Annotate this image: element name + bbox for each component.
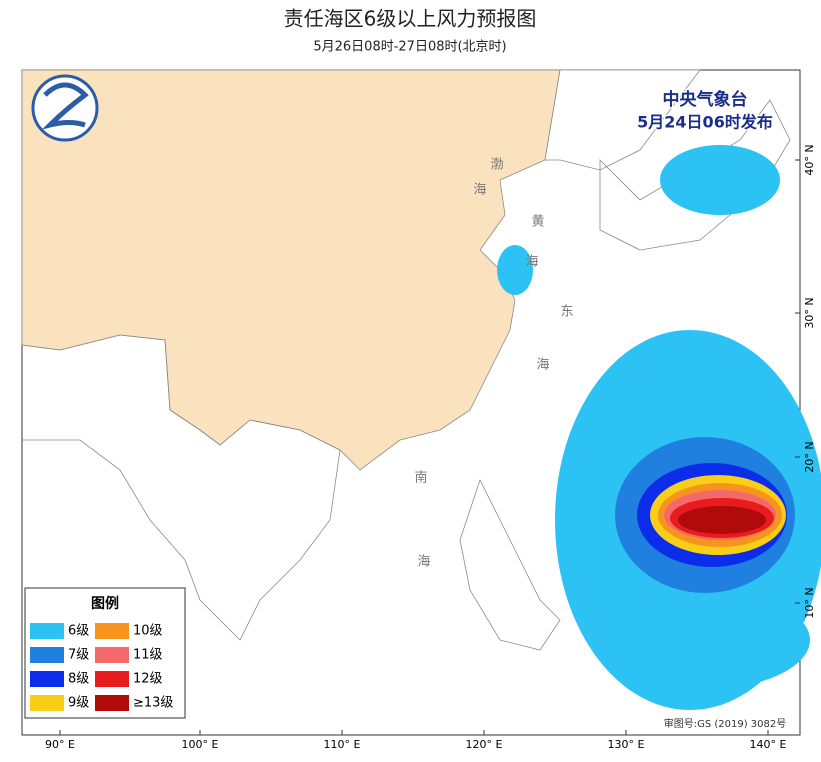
wind-zone — [678, 506, 766, 534]
legend-items: 6级 10级 7级 11级 8级 12级 9级 ≥13级 — [30, 623, 173, 711]
philippines-outline — [459, 478, 561, 651]
lon-label: 100° E — [182, 738, 219, 751]
legend-swatch — [95, 647, 129, 663]
lat-label: 40° N — [803, 144, 816, 175]
wind-zone — [660, 145, 780, 215]
legend-label: 10级 — [133, 624, 163, 639]
legend-label: 8级 — [68, 672, 89, 687]
legend-swatch — [30, 623, 64, 639]
sea-label: 海 — [536, 358, 549, 373]
legend-title: 图例 — [91, 595, 119, 612]
lat-label: 10° N — [803, 587, 816, 618]
legend-label: 9级 — [68, 696, 89, 711]
legend-swatch — [30, 695, 64, 711]
map: 中央气象台 5月24日06时发布 审图号:GS (2019) 3082号 渤海黄… — [21, 69, 821, 736]
legend-swatch — [95, 695, 129, 711]
wind-zone — [497, 245, 533, 295]
sea-label: 海 — [473, 183, 486, 198]
sea-label: 黄 — [531, 215, 544, 230]
sea-label: 渤 — [490, 157, 503, 173]
lat-label: 20° N — [803, 441, 816, 472]
legend: 图例 6级 10级 7级 11级 8级 12级 9级 ≥13级 — [24, 587, 186, 719]
legend-swatch — [30, 647, 64, 663]
lat-label: 30° N — [803, 297, 816, 328]
lon-label: 110° E — [324, 738, 361, 751]
issue-time: 5月24日06时发布 — [637, 113, 773, 132]
legend-swatch — [95, 671, 129, 687]
wind-zones — [497, 145, 821, 710]
legend-label: 11级 — [133, 648, 163, 663]
agency: 中央气象台 — [663, 89, 748, 110]
lon-label: 140° E — [750, 738, 787, 751]
legend-label: ≥13级 — [133, 696, 173, 711]
lon-label: 120° E — [466, 738, 503, 751]
lon-label: 90° E — [45, 738, 75, 751]
approval-number: 审图号:GS (2019) 3082号 — [664, 717, 787, 730]
lon-label: 130° E — [608, 738, 645, 751]
legend-label: 7级 — [68, 648, 89, 663]
axes: 90° E 100° E 110° E 120° E 130° E 140° E 40° N… — [45, 144, 816, 751]
title: 责任海区6级以上风力预报图 — [284, 7, 537, 31]
legend-swatch — [95, 623, 129, 639]
sea-label: 南 — [414, 470, 427, 486]
sea-label: 东 — [560, 305, 573, 320]
southeast-asia-outline — [21, 334, 341, 641]
sea-label: 海 — [525, 255, 538, 270]
legend-label: 12级 — [133, 672, 163, 687]
legend-swatch — [30, 671, 64, 687]
sea-label: 海 — [417, 555, 430, 570]
legend-label: 6级 — [68, 624, 89, 639]
logo-mark — [41, 82, 89, 130]
subtitle: 5月26日08时-27日08时(北京时) — [313, 40, 506, 55]
